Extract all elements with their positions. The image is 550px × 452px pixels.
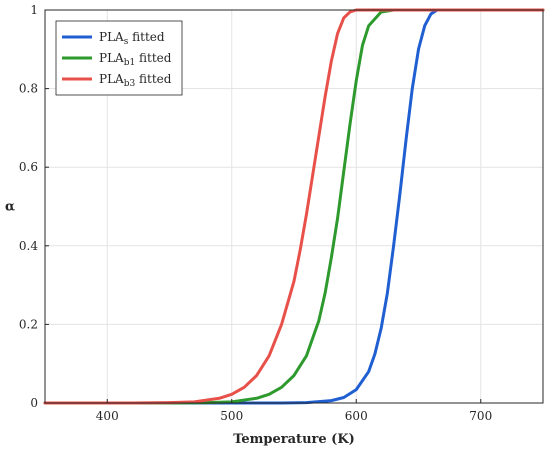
x-axis-title: Temperature (K) bbox=[233, 432, 355, 447]
series-line-1 bbox=[43, 8, 545, 405]
y-tick-label: 0.4 bbox=[19, 239, 38, 253]
y-tick-label: 0.6 bbox=[19, 160, 38, 174]
series-line-3 bbox=[43, 8, 545, 405]
y-tick-label: 0.8 bbox=[19, 82, 38, 96]
x-tick-label: 700 bbox=[469, 409, 492, 423]
y-tick-label: 1 bbox=[30, 3, 38, 17]
legend-entry: PLAs fitted bbox=[99, 30, 165, 47]
series-line-2 bbox=[43, 8, 545, 405]
ticks: 400 500 600 700 0 0.2 0.4 0.6 0.8 1 bbox=[19, 3, 492, 423]
legend: PLAs fitted PLAb1 fitted PLAb3 fitted bbox=[55, 20, 183, 96]
x-tick-label: 500 bbox=[220, 409, 243, 423]
y-tick-label: 0 bbox=[30, 396, 38, 410]
legend-entry: PLAb3 fitted bbox=[99, 72, 172, 89]
y-axis-title: α bbox=[5, 200, 15, 215]
x-tick-label: 400 bbox=[96, 409, 119, 423]
x-tick-label: 600 bbox=[345, 409, 368, 423]
plot-frame bbox=[44, 9, 544, 404]
y-tick-label: 0.2 bbox=[19, 317, 38, 331]
legend-entry: PLAb1 fitted bbox=[99, 51, 172, 68]
series-layer bbox=[43, 8, 545, 405]
